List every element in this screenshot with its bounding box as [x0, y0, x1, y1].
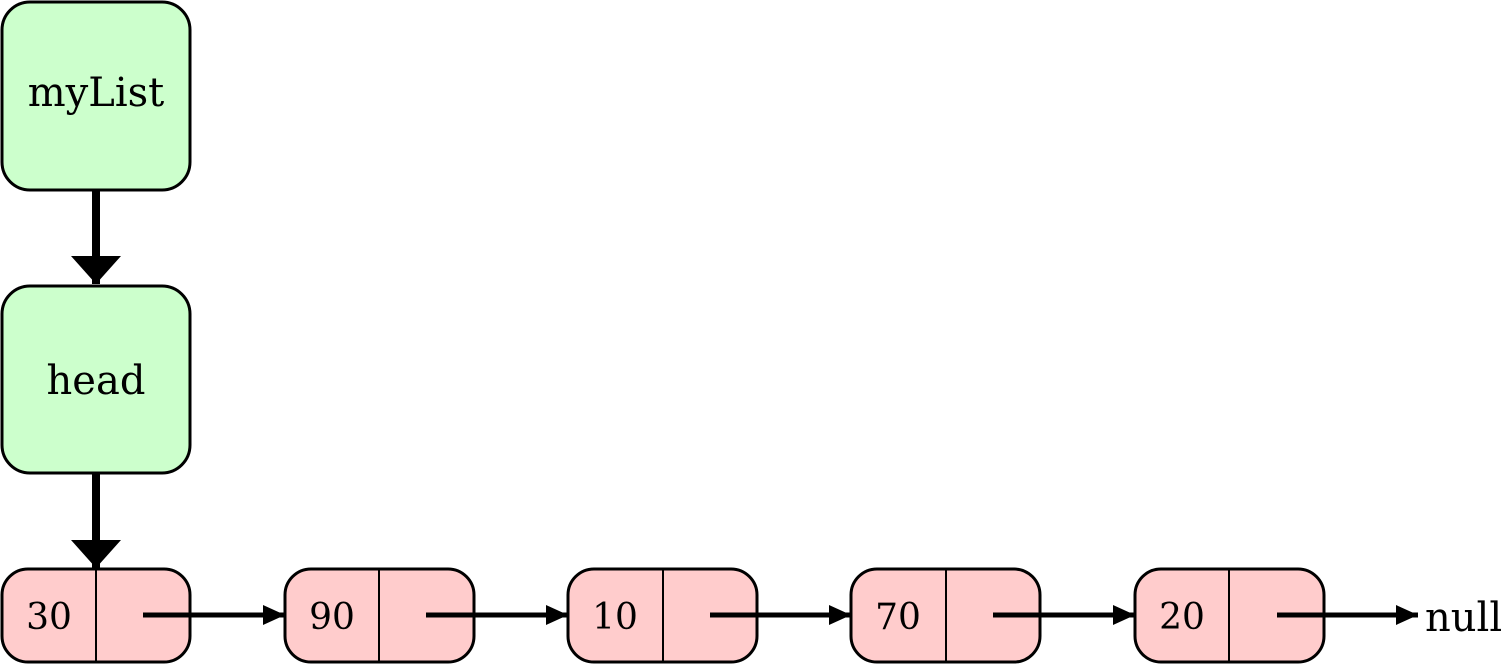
variable-box-mylist: myList [0, 0, 192, 192]
list-node-5: 20 [1133, 567, 1326, 664]
list-node-5-value: 20 [1159, 597, 1205, 638]
list-node-4: 70 [849, 567, 1042, 664]
list-node-3-value: 10 [592, 597, 638, 638]
variable-box-mylist-label: myList [28, 70, 164, 116]
list-node-4-value: 70 [875, 597, 921, 638]
head-box: head [0, 284, 192, 475]
null-terminator-label: null [1425, 595, 1502, 641]
head-box-label: head [47, 358, 146, 404]
list-node-1-value: 30 [26, 597, 72, 638]
list-node-2-value: 90 [309, 597, 355, 638]
